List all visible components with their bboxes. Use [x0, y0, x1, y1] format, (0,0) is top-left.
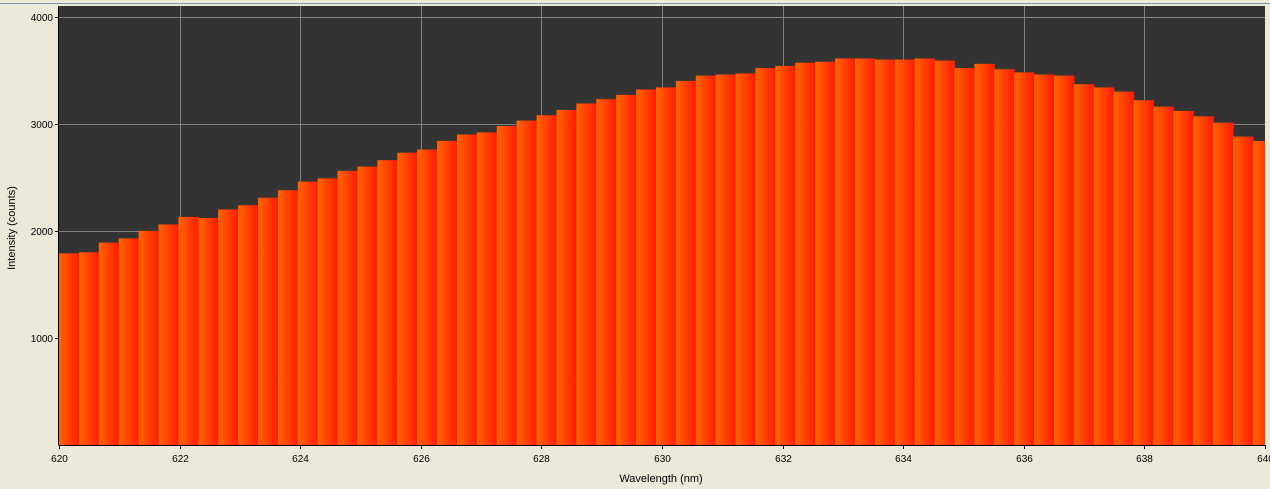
spectrum-bars — [59, 58, 1265, 445]
spectrum-bar — [1193, 116, 1214, 445]
spectrum-bar — [636, 89, 657, 445]
spectrum-bar — [1252, 140, 1265, 445]
spectrum-bar — [178, 216, 199, 445]
spectrum-bar — [815, 61, 836, 445]
spectrum-bar — [118, 238, 140, 445]
spectrum-bar — [1173, 110, 1194, 445]
x-axis-label: Wavelength (nm) — [619, 473, 702, 485]
spectrum-bar — [835, 58, 856, 445]
x-tick-label: 626 — [413, 454, 430, 465]
spectrum-bar — [158, 224, 179, 445]
spectrum-bar — [516, 120, 538, 445]
spectrum-bar — [1014, 72, 1035, 445]
spectrum-bar — [974, 63, 995, 445]
spectrum-bar — [78, 252, 100, 445]
x-tick-label: 624 — [292, 454, 309, 465]
spectrum-bar — [954, 68, 975, 445]
spectrum-bar — [198, 218, 219, 445]
spectrum-bar — [297, 181, 319, 445]
spectrum-bar — [317, 178, 339, 445]
y-tick-label: 4000 — [31, 13, 54, 24]
spectrum-bar — [218, 209, 239, 445]
y-tick-label: 3000 — [31, 120, 54, 131]
spectrum-bar — [735, 73, 757, 445]
spectrum-bar — [238, 205, 259, 445]
spectrum-bar — [715, 74, 737, 445]
spectrum-bar — [994, 69, 1015, 445]
spectrum-bar — [1034, 74, 1055, 445]
x-tick-label: 630 — [654, 454, 671, 465]
spectrum-bar — [1133, 100, 1155, 445]
axes: 620 622 624 626 628 630 632 634 636 638 640 1000 200… — [31, 6, 1270, 465]
x-tick-label: 628 — [533, 454, 550, 465]
x-tick-label: 636 — [1016, 454, 1033, 465]
x-tick-label: 640 — [1257, 454, 1270, 465]
x-tick-label: 632 — [775, 454, 792, 465]
spectrum-bar — [755, 68, 776, 445]
spectrum-bar — [1073, 84, 1095, 445]
y-axis-label: Intensity (counts) — [6, 186, 18, 270]
x-tick-label: 638 — [1136, 454, 1153, 465]
spectrum-bar — [655, 87, 677, 445]
spectrum-bar — [496, 125, 518, 445]
y-tick-label: 1000 — [31, 334, 54, 345]
spectrum-bar — [1113, 91, 1135, 445]
spectrum-bar — [596, 99, 617, 445]
spectrum-bar — [914, 58, 936, 445]
spectrum-bar — [874, 59, 896, 445]
spectrum-bar — [795, 62, 816, 445]
y-tick-label: 2000 — [31, 227, 54, 238]
spectrum-bar — [854, 58, 876, 445]
spectrum-bar — [59, 253, 80, 445]
spectrum-bar — [695, 75, 717, 445]
spectrum-bar — [257, 197, 279, 445]
spectrum-bar — [456, 134, 478, 445]
spectrum-bar — [576, 103, 597, 445]
x-tick-label: 620 — [51, 454, 68, 465]
spectrum-bar — [536, 115, 558, 445]
spectrum-bar — [675, 80, 697, 445]
spectrum-bar — [437, 140, 458, 445]
spectrum-bar — [377, 160, 398, 445]
spectrum-bar — [1093, 87, 1115, 445]
spectrum-bar — [1153, 106, 1174, 445]
x-tick-label: 634 — [895, 454, 912, 465]
spectrum-bar — [1053, 75, 1075, 445]
spectrum-bar — [98, 242, 120, 445]
spectrum-bar — [556, 109, 577, 445]
spectrum-bar — [277, 190, 299, 445]
spectrum-bar — [357, 166, 378, 445]
spectrum-bar — [1213, 122, 1234, 445]
x-tick-label: 622 — [172, 454, 189, 465]
spectrum-bar — [894, 59, 916, 445]
spectrum-bar — [934, 60, 956, 445]
spectrum-bar — [337, 170, 359, 445]
spectrum-bar — [616, 94, 637, 445]
spectrum-bar — [397, 152, 418, 445]
spectrum-bar — [417, 149, 438, 445]
spectrum-bar — [775, 65, 796, 445]
spectrum-bar — [138, 230, 160, 445]
spectrum-bar — [476, 132, 498, 445]
spectrum-bar — [1233, 136, 1254, 445]
